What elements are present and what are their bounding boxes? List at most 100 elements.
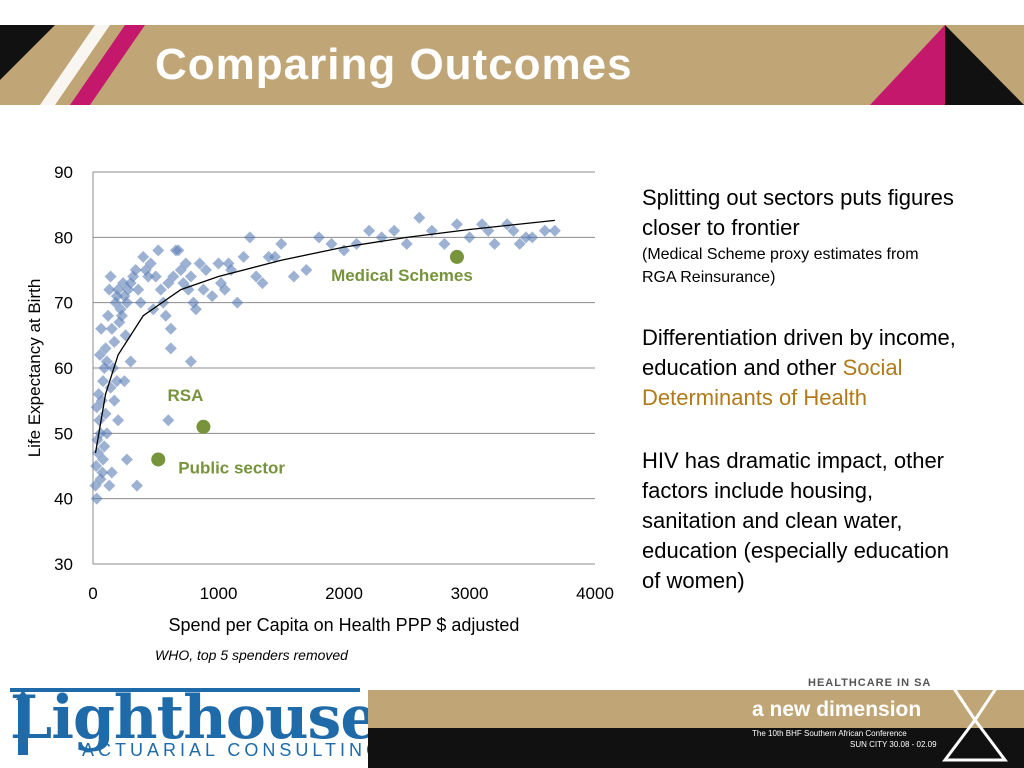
x-tick-label: 0: [88, 584, 97, 603]
country-point: [501, 218, 514, 231]
country-point: [526, 231, 539, 244]
y-tick-label: 80: [54, 228, 73, 247]
highlight-label: RSA: [168, 386, 204, 405]
country-point: [287, 270, 300, 283]
country-point: [112, 414, 125, 427]
country-point: [375, 231, 388, 244]
country-point: [103, 479, 116, 492]
country-point: [187, 296, 200, 309]
country-point: [164, 322, 177, 335]
country-point: [538, 224, 551, 237]
country-point: [256, 277, 269, 290]
bullet-frontier: Splitting out sectors puts figures close…: [642, 183, 1017, 289]
country-point: [118, 375, 131, 388]
logo-subtitle: ACTUARIAL CONSULTING: [82, 740, 385, 760]
country-point: [237, 250, 250, 263]
banner-conference: The 10th BHF Southern African Conference: [752, 729, 907, 738]
country-point: [275, 237, 288, 250]
bullet-frontier-note1: (Medical Scheme proxy estimates from: [642, 246, 919, 263]
country-point: [108, 335, 121, 348]
country-point: [513, 237, 526, 250]
highlight-points: Medical Schemes RSA Public sector: [151, 249, 473, 477]
y-tick-label: 30: [54, 555, 73, 574]
country-point: [338, 244, 350, 257]
country-point: [172, 244, 185, 257]
header-black-triangle-left: [0, 25, 55, 80]
bullet-frontier-line2: closer to frontier: [642, 215, 800, 240]
highlight-point: [196, 419, 211, 434]
country-point: [159, 309, 172, 322]
country-point: [110, 375, 123, 388]
y-tick-label: 90: [54, 163, 73, 182]
banner-headline: a new dimension: [752, 698, 922, 721]
bullet-diff-line2: education and other Social: [642, 353, 1017, 383]
bullet-hiv-line1: HIV has dramatic impact, other: [642, 448, 945, 473]
x-tick-labels: 0 1000 2000 3000 4000: [88, 584, 614, 603]
country-point: [243, 231, 256, 244]
country-point: [463, 231, 476, 244]
country-point: [97, 453, 110, 466]
country-point: [488, 237, 501, 250]
header-magenta-stripe-left: [70, 25, 145, 105]
x-axis-label: Spend per Capita on Health PPP $ adjuste…: [169, 615, 520, 635]
trendline: [94, 219, 555, 454]
country-point: [438, 237, 451, 250]
country-point: [300, 264, 313, 276]
country-point: [250, 270, 263, 283]
logo-wordmark: Lighthouse: [10, 683, 378, 753]
country-point: [142, 270, 155, 283]
x-tick-label: 3000: [451, 584, 489, 603]
header-white-stripe-left: [40, 25, 110, 105]
highlight-point: [449, 249, 464, 264]
country-point: [90, 460, 103, 472]
highlight-label: Medical Schemes: [331, 266, 473, 285]
banner-gold: [368, 690, 1024, 728]
bullet-frontier-line1: Splitting out sectors puts figures: [642, 185, 954, 210]
country-point: [350, 237, 363, 250]
bullet-differentiation: Differentiation driven by income, educat…: [642, 323, 1017, 413]
country-point: [212, 257, 225, 270]
scatter-chart: 30 40 50 60 70 80 90 0 1000 2000 3000 4000 Medical…: [25, 163, 614, 635]
country-point: [98, 440, 111, 453]
country-point: [132, 283, 145, 296]
country-point: [93, 414, 106, 427]
country-point: [218, 283, 231, 296]
y-tick-label: 40: [54, 490, 73, 509]
country-point: [262, 250, 275, 263]
y-axis-label: Life Expectancy at Birth: [25, 279, 44, 458]
bullet-hiv: HIV has dramatic impact, other factors i…: [642, 446, 1017, 596]
country-point: [105, 466, 118, 479]
banner-emblem-icon: [942, 673, 1008, 762]
source-note: WHO, top 5 spenders removed: [155, 647, 348, 663]
country-point: [231, 296, 244, 309]
bullet-hiv-line2: factors include housing,: [642, 478, 874, 503]
country-point: [134, 296, 147, 309]
country-point: [130, 479, 143, 492]
country-point: [129, 264, 142, 276]
country-point: [94, 427, 107, 440]
country-point: [268, 250, 281, 263]
country-point: [103, 283, 116, 296]
country-point: [179, 257, 192, 270]
country-point: [137, 250, 150, 263]
country-point: [96, 466, 109, 479]
bullet-diff-line3: Determinants of Health: [642, 385, 867, 410]
country-point: [99, 342, 112, 355]
country-point: [102, 309, 115, 322]
country-point: [450, 218, 463, 231]
country-point: [100, 427, 113, 440]
country-point: [193, 257, 206, 270]
country-point: [104, 270, 117, 283]
country-point: [167, 270, 180, 283]
country-point: [413, 211, 426, 224]
country-point: [97, 375, 110, 388]
country-point: [90, 492, 103, 505]
country-point: [388, 224, 401, 237]
country-point: [119, 329, 132, 342]
highlight-label: Public sector: [178, 458, 285, 477]
bullet-diff-line2a: education and other: [642, 355, 837, 380]
banner-dates: SUN CITY 30.08 - 02.09: [850, 740, 937, 749]
country-point: [400, 237, 413, 250]
highlight-point: [151, 452, 166, 467]
y-tick-labels: 30 40 50 60 70 80 90: [54, 163, 73, 574]
